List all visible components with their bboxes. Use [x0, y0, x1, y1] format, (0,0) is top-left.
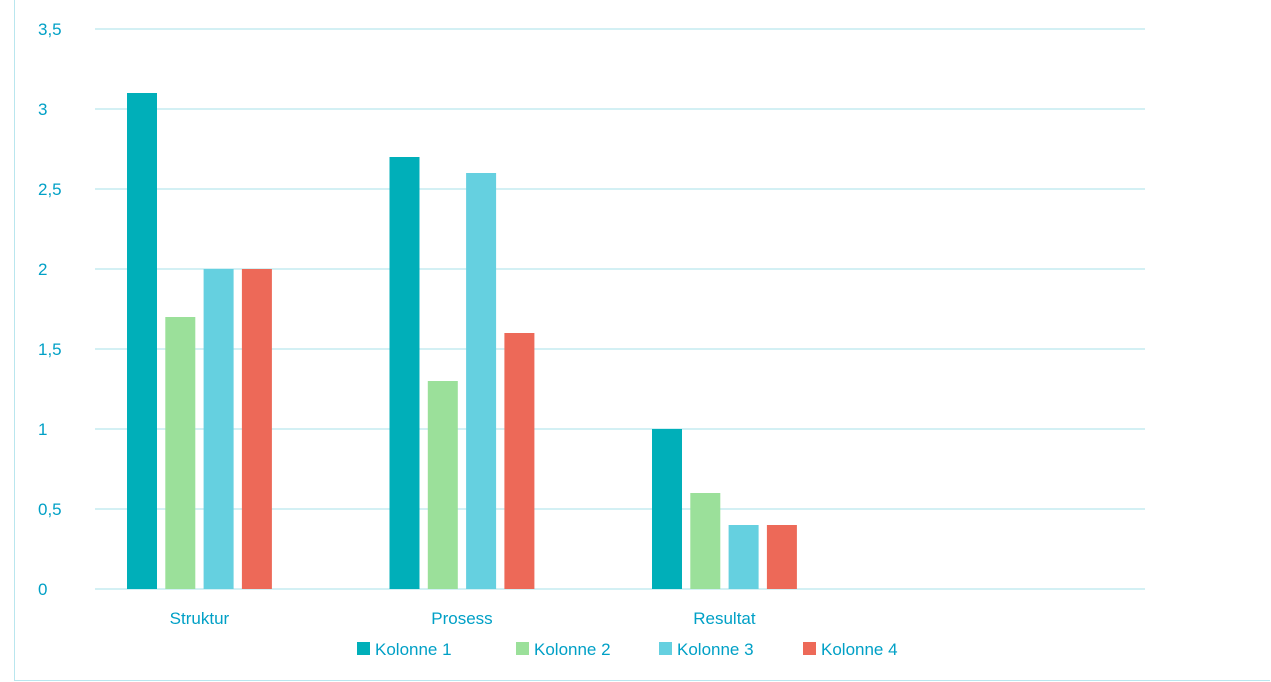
y-tick-label: 0,5 — [38, 500, 62, 519]
y-axis-tick-labels: 0 0,5 1 1,5 2 2,5 3 3,5 — [38, 20, 62, 599]
bar — [652, 429, 682, 589]
y-tick-label: 2,5 — [38, 180, 62, 199]
legend-label: Kolonne 4 — [821, 640, 898, 659]
y-tick-label: 0 — [38, 580, 47, 599]
gridlines — [95, 28, 1145, 590]
bar — [728, 525, 759, 589]
y-tick-label: 3 — [38, 100, 47, 119]
bar — [466, 173, 497, 589]
x-category-label: Resultat — [693, 609, 756, 628]
legend-item: Kolonne 3 — [659, 640, 754, 659]
legend: Kolonne 1 Kolonne 2 Kolonne 3 Kolonne 4 — [357, 640, 898, 659]
bar — [766, 525, 797, 589]
y-tick-label: 1,5 — [38, 340, 62, 359]
legend-item: Kolonne 1 — [357, 640, 452, 659]
legend-item: Kolonne 4 — [803, 640, 898, 659]
x-axis-category-labels: Struktur Prosess Resultat — [170, 609, 756, 628]
legend-label: Kolonne 3 — [677, 640, 754, 659]
legend-swatch — [803, 642, 816, 655]
bar — [127, 93, 157, 589]
bar — [690, 493, 721, 589]
bar — [389, 157, 420, 589]
y-tick-label: 2 — [38, 260, 47, 279]
legend-item: Kolonne 2 — [516, 640, 611, 659]
x-category-label: Prosess — [431, 609, 492, 628]
bar — [165, 317, 196, 589]
bar — [203, 269, 234, 589]
legend-swatch — [357, 642, 370, 655]
bar — [241, 269, 272, 589]
bars — [127, 93, 797, 589]
legend-label: Kolonne 1 — [375, 640, 452, 659]
bar — [427, 381, 458, 589]
x-category-label: Struktur — [170, 609, 230, 628]
y-tick-label: 1 — [38, 420, 47, 439]
legend-label: Kolonne 2 — [534, 640, 611, 659]
y-tick-label: 3,5 — [38, 20, 62, 39]
bar — [504, 333, 535, 589]
legend-swatch — [659, 642, 672, 655]
legend-swatch — [516, 642, 529, 655]
